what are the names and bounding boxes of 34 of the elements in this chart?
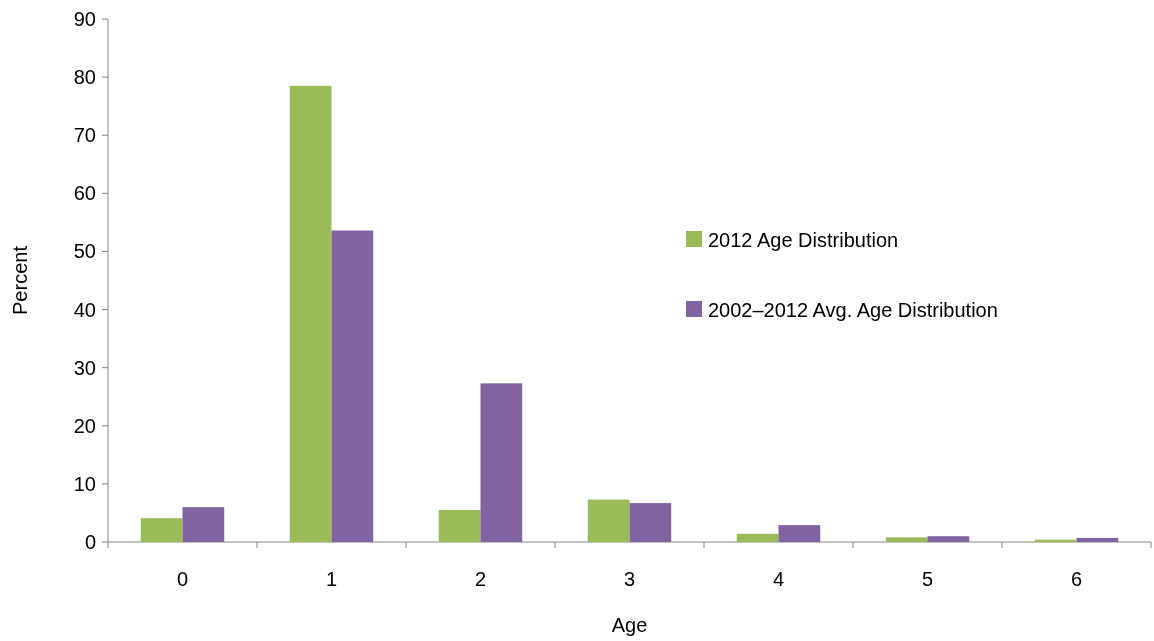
bar (1076, 537, 1119, 542)
x-tick-label: 2 (474, 568, 487, 590)
bar (182, 507, 225, 542)
y-tick-label: 50 (73, 240, 96, 263)
y-tick-label: 10 (73, 472, 96, 495)
y-axis-title: Percent (9, 245, 31, 315)
bar (927, 536, 970, 542)
bar (140, 518, 183, 542)
bar (289, 85, 332, 542)
bar (885, 537, 928, 542)
bar (736, 533, 779, 542)
bar (587, 499, 630, 542)
x-tick-label: 1 (325, 568, 338, 590)
y-tick-label: 20 (73, 414, 96, 437)
y-tick-label: 70 (73, 124, 96, 147)
bar (629, 503, 672, 542)
x-tick-label: 4 (772, 568, 785, 590)
y-tick-label: 0 (84, 531, 96, 553)
legend-label: 2002–2012 Avg. Age Distribution (708, 299, 998, 321)
legend-label: 2012 Age Distribution (708, 229, 899, 251)
bar (778, 525, 821, 542)
y-tick-label: 90 (73, 8, 96, 30)
y-tick-label: 80 (73, 66, 96, 89)
x-tick-label: 3 (623, 568, 636, 590)
bar (331, 230, 374, 542)
bar (480, 383, 523, 542)
x-tick-label: 0 (176, 568, 189, 590)
y-tick-label: 60 (73, 182, 96, 205)
y-tick-label: 40 (73, 298, 96, 321)
x-axis-title: Age (611, 614, 648, 636)
x-tick-label: 6 (1070, 568, 1083, 590)
bar (438, 510, 481, 542)
y-tick-label: 30 (73, 356, 96, 379)
x-tick-label: 5 (921, 568, 934, 590)
